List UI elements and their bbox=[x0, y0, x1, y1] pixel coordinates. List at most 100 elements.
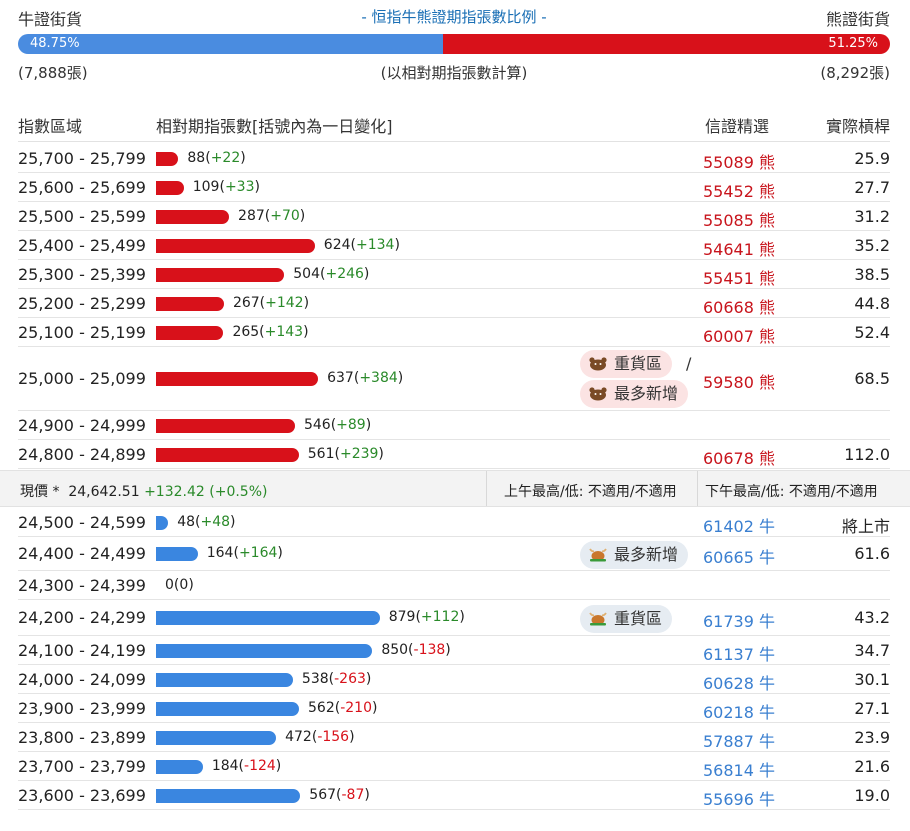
daily-change: +246 bbox=[325, 265, 364, 282]
effective-leverage: 38.5 bbox=[854, 264, 890, 284]
warrant-kind: 牛 bbox=[758, 612, 775, 631]
tag-separator: / bbox=[686, 354, 692, 373]
warrant-code: 60218 bbox=[702, 702, 754, 722]
count-note: (以相對期指張數計算) bbox=[380, 64, 528, 82]
effective-leverage: 34.7 bbox=[854, 640, 890, 660]
contracts-value: 164(+164) bbox=[206, 545, 283, 561]
index-range: 23,800 - 23,899 bbox=[18, 727, 146, 747]
table-row[interactable]: 25,700 - 25,799 88(+22) 55089 熊 25.9 bbox=[18, 144, 890, 173]
table-row[interactable]: 25,100 - 25,199 265(+143) 60007 熊 52.4 bbox=[18, 318, 890, 347]
table-row[interactable]: 24,800 - 24,899 561(+239) 60678 熊 112.0 bbox=[18, 440, 890, 469]
warrant-kind: 牛 bbox=[758, 731, 775, 751]
contracts-count: 637 bbox=[327, 370, 354, 386]
spot-value: 24,642.51 bbox=[68, 484, 140, 500]
bear-contracts-bar bbox=[156, 151, 179, 166]
spot-divider bbox=[697, 471, 698, 506]
table-row[interactable]: 23,600 - 23,699 567(-87) 55696 牛 19.0 bbox=[18, 781, 890, 810]
daily-change: +33 bbox=[224, 178, 255, 195]
warrant-pick-link[interactable]: 55451 熊 bbox=[703, 265, 775, 289]
index-range: 23,900 - 23,999 bbox=[18, 698, 146, 718]
index-range: 23,700 - 23,799 bbox=[18, 756, 146, 776]
table-row[interactable]: 25,400 - 25,499 624(+134) 54641 熊 35.2 bbox=[18, 231, 890, 260]
contracts-count: 109 bbox=[192, 178, 220, 195]
warrant-pick-link[interactable]: 55085 熊 bbox=[703, 207, 775, 231]
warrant-pick-link[interactable]: 60668 熊 bbox=[703, 294, 775, 318]
warrant-kind: 熊 bbox=[758, 210, 775, 230]
daily-change: -87 bbox=[341, 786, 365, 803]
warrant-pick-link[interactable]: 54641 熊 bbox=[703, 236, 775, 260]
table-row[interactable]: 24,500 - 24,599 48(+48) 61402 牛 將上市 bbox=[18, 508, 890, 537]
contracts-count: 546 bbox=[303, 416, 331, 433]
effective-leverage: 43.2 bbox=[854, 608, 890, 627]
warrant-pick-link[interactable]: 57887 牛 bbox=[703, 728, 775, 752]
warrant-code: 56814 bbox=[702, 760, 754, 780]
table-row[interactable]: 25,300 - 25,399 504(+246) 55451 熊 38.5 bbox=[18, 260, 890, 289]
bull-most-new-label: 最多新增 bbox=[614, 545, 679, 564]
table-row[interactable]: 24,300 - 24,399 0(0) bbox=[18, 571, 890, 600]
warrant-kind: 熊 bbox=[758, 181, 775, 201]
contracts-value: 0(0) bbox=[165, 576, 194, 593]
table-row[interactable]: 24,900 - 24,999 546(+89) bbox=[18, 411, 890, 440]
effective-leverage: 21.6 bbox=[854, 756, 890, 776]
table-row[interactable]: 23,700 - 23,799 184(-124) 56814 牛 21.6 bbox=[18, 752, 890, 781]
warrant-code: 55452 bbox=[702, 181, 754, 201]
contracts-count: 879 bbox=[388, 609, 416, 625]
bear-heavy-zone-tag[interactable]: 重貨區 bbox=[580, 350, 673, 378]
warrant-code: 59580 bbox=[702, 373, 754, 392]
index-range: 25,600 - 25,699 bbox=[18, 177, 146, 197]
ratio-chart-title[interactable]: - 恒指牛熊證期指張數比例 - bbox=[361, 8, 547, 26]
warrant-pick-link[interactable]: 59580 熊 bbox=[703, 369, 775, 393]
table-row[interactable]: 25,600 - 25,699 109(+33) 55452 熊 27.7 bbox=[18, 173, 890, 202]
warrant-pick-link[interactable]: 61739 牛 bbox=[703, 608, 775, 632]
bear-contracts-bar bbox=[156, 418, 295, 433]
warrant-pick-link[interactable]: 60665 牛 bbox=[703, 544, 775, 568]
warrant-pick-link[interactable]: 55696 牛 bbox=[703, 786, 775, 810]
table-row[interactable]: 25,200 - 25,299 267(+142) 60668 熊 44.8 bbox=[18, 289, 890, 318]
warrant-pick-link[interactable]: 61402 牛 bbox=[703, 513, 775, 537]
warrant-pick-link[interactable]: 60628 牛 bbox=[703, 670, 775, 694]
warrant-kind: 牛 bbox=[758, 760, 775, 780]
contracts-value: 265(+143) bbox=[232, 323, 309, 340]
contracts-value: 504(+246) bbox=[293, 265, 370, 282]
daily-change: +70 bbox=[270, 207, 300, 224]
warrant-pick-link[interactable]: 60007 熊 bbox=[703, 323, 775, 347]
column-header-range: 指數區域 bbox=[18, 117, 83, 136]
table-row[interactable]: 25,500 - 25,599 287(+70) 55085 熊 31.2 bbox=[18, 202, 890, 231]
table-row[interactable]: 24,200 - 24,299 879(+112) 61739 牛 43.2 bbox=[18, 600, 890, 636]
daily-change: -138 bbox=[413, 641, 446, 658]
bear-most-new-tag[interactable]: 最多新增 bbox=[580, 380, 689, 408]
bear-contracts-bar bbox=[156, 180, 184, 195]
table-row[interactable]: 24,100 - 24,199 850(-138) 61137 牛 34.7 bbox=[18, 636, 890, 665]
contracts-value: 562(-210) bbox=[308, 699, 378, 716]
table-row[interactable]: 24,400 - 24,499 164(+164) 60665 牛 61.6 bbox=[18, 537, 890, 571]
warrant-pick-link[interactable]: 61137 牛 bbox=[703, 641, 775, 665]
effective-leverage: 27.7 bbox=[854, 177, 890, 197]
table-row[interactable]: 25,000 - 25,099 637(+384) 59580 熊 68.5 bbox=[18, 347, 890, 411]
contracts-count: 164 bbox=[206, 545, 234, 561]
bull-contracts-bar bbox=[156, 515, 169, 530]
warrant-pick-link[interactable]: 60678 熊 bbox=[703, 445, 775, 469]
daily-change: +112 bbox=[420, 609, 460, 625]
daily-change: +48 bbox=[200, 513, 231, 530]
warrant-pick-link[interactable]: 60218 牛 bbox=[703, 699, 775, 723]
bull-icon bbox=[589, 612, 607, 626]
table-row[interactable]: 23,800 - 23,899 472(-156) 57887 牛 23.9 bbox=[18, 723, 890, 752]
bull-contracts-bar bbox=[156, 643, 373, 658]
effective-leverage: 68.5 bbox=[854, 369, 890, 388]
warrant-pick-link[interactable]: 56814 牛 bbox=[703, 757, 775, 781]
warrant-pick-link[interactable]: 55089 熊 bbox=[703, 149, 775, 173]
bear-contracts-bar bbox=[156, 238, 315, 253]
warrant-kind: 熊 bbox=[758, 448, 775, 468]
table-row[interactable]: 23,900 - 23,999 562(-210) 60218 牛 27.1 bbox=[18, 694, 890, 723]
bull-most-new-tag[interactable]: 最多新增 bbox=[580, 541, 689, 569]
contracts-count: 562 bbox=[308, 699, 335, 716]
contracts-value: 567(-87) bbox=[309, 786, 370, 803]
index-range: 24,200 - 24,299 bbox=[18, 608, 146, 627]
warrant-pick-link[interactable]: 55452 熊 bbox=[703, 178, 775, 202]
bull-heavy-zone-tag[interactable]: 重貨區 bbox=[580, 605, 673, 633]
daily-change: +89 bbox=[336, 416, 366, 433]
contracts-count: 287 bbox=[238, 207, 265, 224]
index-range: 24,500 - 24,599 bbox=[18, 512, 146, 532]
table-row[interactable]: 24,000 - 24,099 538(-263) 60628 牛 30.1 bbox=[18, 665, 890, 694]
warrant-kind: 牛 bbox=[758, 644, 775, 664]
